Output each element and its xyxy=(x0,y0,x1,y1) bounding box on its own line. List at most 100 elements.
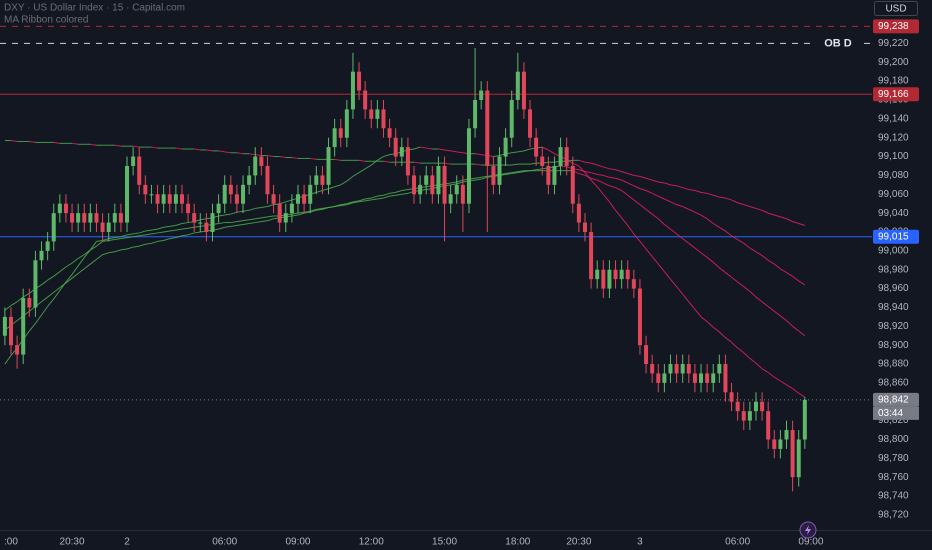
ma-segment xyxy=(731,199,738,204)
countdown-label: 03:44 xyxy=(878,408,903,419)
ma-segment xyxy=(761,209,769,214)
ma-segment xyxy=(297,212,305,216)
ma-segment xyxy=(249,222,256,224)
ma-segment xyxy=(291,212,299,215)
ma-segment xyxy=(426,147,433,150)
ma-segment xyxy=(743,352,751,359)
ma-segment xyxy=(218,226,225,230)
ma-segment xyxy=(755,362,763,370)
ma-segment xyxy=(578,159,586,163)
candle-body xyxy=(595,269,600,280)
ma-segment xyxy=(346,201,354,205)
y-tick-label: 99,180 xyxy=(878,76,909,87)
candle-body xyxy=(747,411,752,421)
ma-segment xyxy=(731,341,738,349)
price-tag xyxy=(873,19,919,34)
ma-segment xyxy=(145,233,152,236)
ma-segment xyxy=(194,148,201,151)
ma-segment xyxy=(597,173,604,176)
ma-segment xyxy=(713,194,720,198)
ma-segment xyxy=(22,292,30,298)
ma-segment xyxy=(10,301,18,306)
ma-segment xyxy=(475,153,482,156)
candle-body xyxy=(540,156,545,166)
ma-segment xyxy=(41,306,49,316)
ma-segment xyxy=(572,162,580,167)
ma-segment xyxy=(719,196,726,199)
ma-segment xyxy=(181,234,189,237)
ma-segment xyxy=(151,146,158,149)
ma-segment xyxy=(749,206,757,209)
ma-segment xyxy=(615,209,623,219)
ma-segment xyxy=(77,268,85,274)
y-tick-label: 98,960 xyxy=(878,283,909,294)
ma-segment xyxy=(83,263,91,270)
ma-segment xyxy=(340,203,347,206)
candle-body xyxy=(161,194,166,204)
ma-segment xyxy=(28,323,36,332)
candle-body xyxy=(186,203,191,214)
ma-segment xyxy=(670,184,677,187)
ma-segment xyxy=(584,174,592,179)
ma-segment xyxy=(780,380,787,386)
ma-segment xyxy=(633,185,641,190)
ma-segment xyxy=(731,235,738,240)
ma-segment xyxy=(615,177,622,181)
ma-segment xyxy=(682,187,689,191)
ma-segment xyxy=(175,228,183,231)
ma-segment xyxy=(96,254,103,260)
ma-segment xyxy=(773,310,781,317)
ma-segment xyxy=(90,245,97,251)
ma-segment xyxy=(145,242,152,245)
ma-segment xyxy=(133,245,140,248)
ma-segment xyxy=(798,392,806,398)
candle-body xyxy=(436,165,441,195)
ma-segment xyxy=(71,142,79,145)
currency-button[interactable] xyxy=(874,1,918,16)
ma-segment xyxy=(310,209,317,213)
ma-segment xyxy=(749,247,757,253)
ma-segment xyxy=(377,156,384,161)
candle-body xyxy=(320,175,325,185)
ma-segment xyxy=(737,202,744,206)
y-tick-label: 98,800 xyxy=(878,434,909,445)
ma-segment xyxy=(291,156,299,159)
ma-segment xyxy=(761,301,769,307)
ma-segment xyxy=(633,174,641,177)
ma-segment xyxy=(676,204,683,208)
ma-segment xyxy=(627,173,634,176)
ma-segment xyxy=(718,331,726,338)
ma-segment xyxy=(609,201,616,211)
ma-segment xyxy=(334,205,341,208)
ma-segment xyxy=(175,235,183,239)
candle-body xyxy=(674,364,679,374)
ma-segment xyxy=(706,218,714,224)
candle-body xyxy=(711,373,716,383)
ma-segment xyxy=(743,242,751,249)
ma-segment xyxy=(96,239,103,242)
ma-segment xyxy=(236,152,244,155)
candle-body xyxy=(399,147,404,157)
ma-segment xyxy=(218,150,225,153)
ma-segment xyxy=(236,223,244,226)
ma-segment xyxy=(169,237,176,240)
candle-body xyxy=(564,147,569,166)
ma-segment xyxy=(560,165,567,168)
ma-segment xyxy=(511,171,518,174)
ma-segment xyxy=(767,306,775,312)
ma-segment xyxy=(596,179,604,184)
ma-segment xyxy=(682,206,690,210)
candle-body xyxy=(33,260,38,308)
candle-body xyxy=(179,194,184,204)
ma-segment xyxy=(389,191,396,194)
ma-segment xyxy=(700,191,708,194)
currency-label[interactable]: USD xyxy=(885,4,906,15)
candle-body xyxy=(357,71,362,91)
ma-segment xyxy=(517,150,525,153)
y-tick-label: 98,940 xyxy=(878,302,909,313)
ma-segment xyxy=(444,162,451,165)
ma-segment xyxy=(706,321,714,328)
candle-body xyxy=(155,194,160,204)
ma-segment xyxy=(181,227,189,230)
candle-body xyxy=(778,439,783,449)
